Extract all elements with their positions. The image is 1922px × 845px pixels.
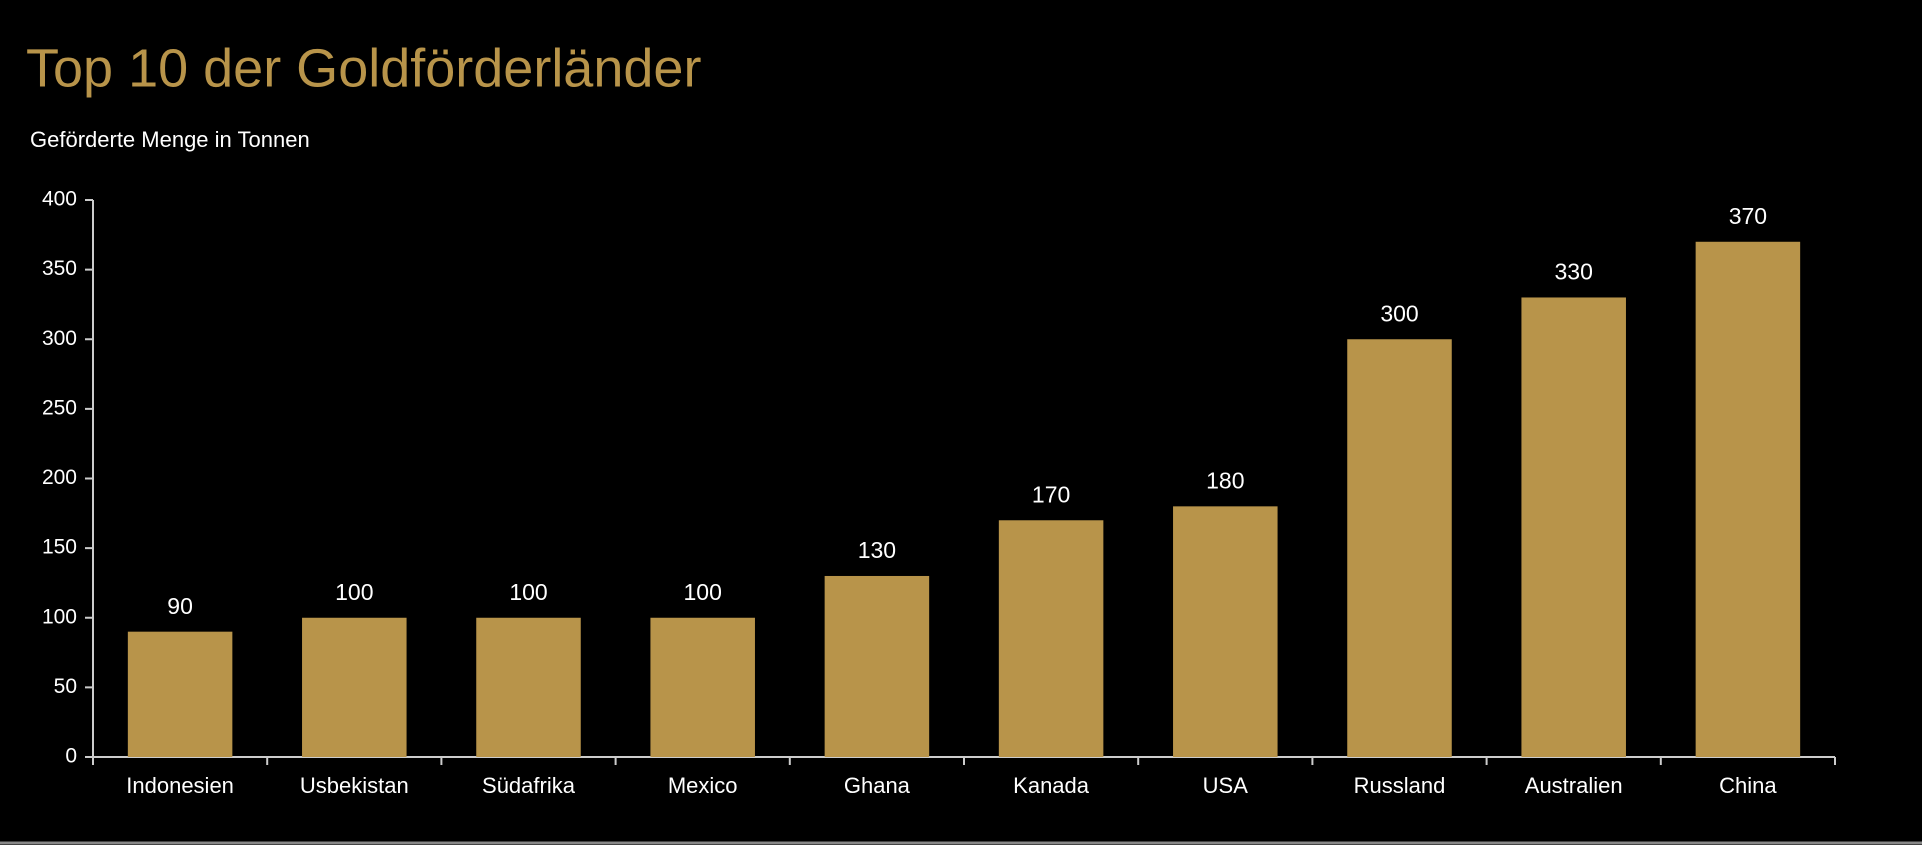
value-label: 370 bbox=[1729, 203, 1767, 229]
x-tick-label: Indonesien bbox=[126, 773, 234, 798]
x-tick-label: USA bbox=[1203, 773, 1249, 798]
value-label: 330 bbox=[1555, 259, 1593, 285]
y-tick-label: 350 bbox=[42, 257, 77, 280]
x-tick-label: Ghana bbox=[844, 773, 911, 798]
bar bbox=[1173, 506, 1278, 757]
y-tick-label: 300 bbox=[42, 327, 77, 350]
chart-title: Top 10 der Goldförderländer bbox=[26, 38, 701, 98]
value-label: 130 bbox=[858, 537, 896, 563]
y-tick-label: 200 bbox=[42, 466, 77, 489]
value-label: 100 bbox=[335, 579, 373, 605]
bar bbox=[302, 617, 407, 757]
bar bbox=[1521, 297, 1626, 757]
x-tick-label: China bbox=[1719, 773, 1777, 798]
y-tick-label: 150 bbox=[42, 536, 77, 559]
x-tick-label: Kanada bbox=[1013, 773, 1090, 798]
y-tick-label: 100 bbox=[42, 605, 77, 628]
value-label: 100 bbox=[509, 579, 547, 605]
bar bbox=[998, 520, 1104, 757]
chart-subtitle: Geförderte Menge in Tonnen bbox=[30, 127, 310, 152]
bar bbox=[1695, 241, 1801, 757]
x-tick-label: Südafrika bbox=[482, 773, 576, 798]
bar bbox=[824, 575, 930, 757]
x-tick-label: Usbekistan bbox=[300, 773, 409, 798]
value-label: 170 bbox=[1032, 481, 1070, 507]
y-tick-label: 250 bbox=[42, 396, 77, 419]
x-tick-label: Mexico bbox=[668, 773, 738, 798]
x-tick-label: Australien bbox=[1525, 773, 1623, 798]
value-label: 100 bbox=[684, 579, 722, 605]
x-tick-label: Russland bbox=[1354, 773, 1446, 798]
value-label: 90 bbox=[167, 593, 193, 619]
y-tick-label: 400 bbox=[42, 188, 77, 211]
bar bbox=[476, 617, 581, 757]
y-tick-label: 50 bbox=[54, 675, 77, 698]
bar bbox=[650, 617, 755, 757]
y-tick-label: 0 bbox=[65, 745, 77, 768]
value-label: 180 bbox=[1206, 467, 1244, 493]
bar bbox=[127, 631, 233, 757]
bar bbox=[1347, 339, 1452, 757]
value-label: 300 bbox=[1380, 300, 1418, 326]
